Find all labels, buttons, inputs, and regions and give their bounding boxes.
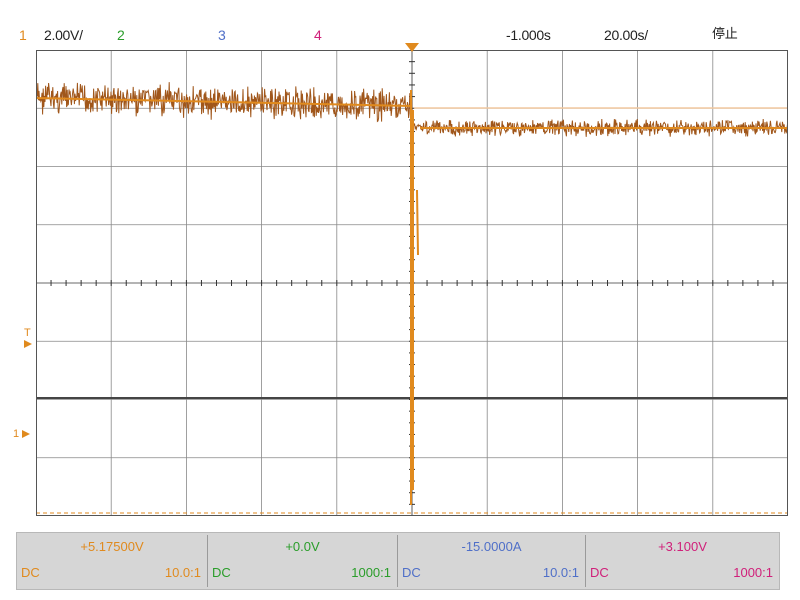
ch1-ground-marker[interactable]: 1 — [13, 428, 20, 440]
ch3-probe: 10.0:1 — [542, 565, 579, 580]
ch2-probe: 1000:1 — [351, 565, 391, 580]
trigger-delay[interactable]: -1.000s — [506, 27, 551, 43]
ch2-number[interactable]: 2 — [117, 27, 125, 43]
ch3-info[interactable]: -15.0000A DC 10.0:1 — [398, 533, 585, 589]
ch1-number[interactable]: 1 — [19, 27, 27, 43]
timebase[interactable]: 20.00s/ — [604, 27, 648, 43]
ch1-offset: +5.17500V — [80, 539, 144, 554]
channel-info-bar: +5.17500V DC 10.0:1 +0.0V DC 1000:1 -15.… — [16, 532, 780, 590]
ch1-scale[interactable]: 2.00V/ — [44, 27, 83, 43]
divider — [397, 535, 398, 587]
run-stop-status[interactable]: 停止 — [712, 27, 738, 42]
ch4-info[interactable]: +3.100V DC 1000:1 — [586, 533, 779, 589]
ch4-offset: +3.100V — [658, 539, 707, 554]
trigger-level-arrow-icon — [24, 340, 32, 348]
ch4-probe: 1000:1 — [733, 565, 773, 580]
ch4-number[interactable]: 4 — [314, 27, 322, 43]
ch1-transient-spike — [410, 90, 419, 505]
ch1-info[interactable]: +5.17500V DC 10.0:1 — [17, 533, 207, 589]
ch2-coupling: DC — [212, 565, 231, 580]
trigger-level-marker[interactable]: T — [24, 327, 31, 339]
divider — [585, 535, 586, 587]
waveform-display[interactable] — [36, 50, 788, 516]
ch3-coupling: DC — [402, 565, 421, 580]
ch3-number[interactable]: 3 — [218, 27, 226, 43]
ch1-coupling: DC — [21, 565, 40, 580]
ch4-coupling: DC — [590, 565, 609, 580]
ch1-mean-trace — [36, 97, 788, 129]
ch1-ground-arrow-icon — [22, 430, 30, 438]
status-bar: 1 2.00V/ 2 3 4 -1.000s 20.00s/ 停止 — [0, 0, 800, 50]
ch2-offset: +0.0V — [285, 539, 320, 554]
ch2-info[interactable]: +0.0V DC 1000:1 — [208, 533, 397, 589]
ch1-probe: 10.0:1 — [164, 565, 201, 580]
trigger-position-marker[interactable] — [405, 43, 419, 53]
ch1-waveform — [36, 82, 788, 505]
divider — [207, 535, 208, 587]
ch3-offset: -15.0000A — [461, 539, 522, 554]
